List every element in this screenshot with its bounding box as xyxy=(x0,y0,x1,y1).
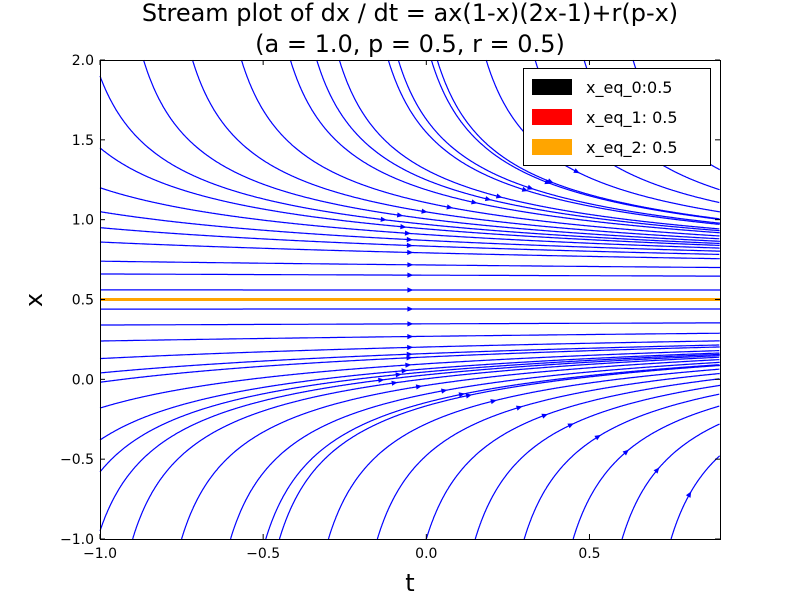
y-tick-label: 1.5 xyxy=(72,133,94,149)
streamline-arrow-0 xyxy=(380,216,387,222)
y-axis-ticks: −1.0 −0.5 0.0 0.5 1.0 1.5 2.0 xyxy=(60,53,720,548)
y-tick-label: 2.0 xyxy=(72,53,94,69)
y-tick-label: −0.5 xyxy=(60,452,94,468)
x-tick-label: 0.5 xyxy=(578,546,600,562)
streamline-arrow-27 xyxy=(406,351,413,357)
streamline-arrow-45 xyxy=(685,491,692,498)
legend: x_eq_0:0.5 x_eq_1: 0.5 x_eq_2: 0.5 xyxy=(523,68,711,166)
streamline-arrow-21 xyxy=(407,272,414,278)
streamline-45 xyxy=(670,455,721,540)
streamline-arrow-17 xyxy=(484,196,492,202)
streamline-43 xyxy=(572,405,720,540)
legend-swatch-x_eq_0 xyxy=(532,79,572,95)
streamline-arrow-6 xyxy=(521,186,529,192)
streamline-arrow-30 xyxy=(405,362,412,368)
streamline-39 xyxy=(376,372,720,540)
streamline-arrow-22 xyxy=(407,287,414,293)
y-tick-label: 0.0 xyxy=(72,372,94,388)
streamline-35 xyxy=(181,359,720,540)
streamline-arrow-39 xyxy=(516,405,523,411)
streamline-arrow-41 xyxy=(567,423,574,429)
streamline-arrow-20 xyxy=(407,262,414,268)
streamline-arrow-35 xyxy=(415,384,423,390)
x-axis-label: t xyxy=(405,569,414,597)
streamline-arrow-8 xyxy=(573,168,580,174)
streamline-arrow-44 xyxy=(653,467,660,474)
legend-label-x_eq_0: x_eq_0:0.5 xyxy=(586,78,672,98)
streamline-arrow-37 xyxy=(465,393,472,399)
streamline-44 xyxy=(621,423,720,540)
streamline-arrow-23 xyxy=(407,306,414,312)
streamline-41 xyxy=(474,384,721,540)
legend-label-x_eq_2: x_eq_2: 0.5 xyxy=(586,138,678,158)
legend-swatch-x_eq_1 xyxy=(532,109,572,125)
x-tick-label: −0.5 xyxy=(246,546,280,562)
streamline-arrow-38 xyxy=(490,399,497,405)
streamline-arrow-33 xyxy=(378,377,385,383)
x-tick-label: 0.0 xyxy=(415,546,437,562)
streamline-arrow-40 xyxy=(541,413,548,419)
streamline-arrow-4 xyxy=(471,199,478,205)
y-axis-label: x xyxy=(20,293,48,307)
streamline-arrow-2 xyxy=(421,208,428,214)
streamline-arrow-36 xyxy=(441,388,448,394)
streamline-arrow-32 xyxy=(395,372,402,378)
streamline-arrow-5 xyxy=(495,193,503,199)
streamline-arrow-26 xyxy=(407,344,414,351)
streamline-arrow-1 xyxy=(396,212,404,218)
x-axis-ticks: −1.0 −0.5 0.0 0.5 xyxy=(83,60,601,562)
x-tick-label: −1.0 xyxy=(83,546,117,562)
chart-title-line1: Stream plot of dx / dt = ax(1-x)(2x-1)+r… xyxy=(142,0,678,27)
streamline-arrow-15 xyxy=(406,242,413,248)
streamline-40 xyxy=(425,378,720,540)
streamline-arrow-16 xyxy=(407,249,414,255)
chart-title-line2: (a = 1.0, p = 0.5, r = 0.5) xyxy=(255,30,565,58)
streamline-arrow-43 xyxy=(622,449,629,456)
streamline-arrow-14 xyxy=(406,236,413,243)
streamline-arrow-24 xyxy=(407,321,414,327)
streamline-arrow-12 xyxy=(400,224,407,230)
streamline-arrow-31 xyxy=(401,368,408,374)
legend-label-x_eq_1: x_eq_1: 0.5 xyxy=(586,108,678,128)
streamline-arrow-29 xyxy=(458,392,465,398)
streamline-arrow-3 xyxy=(446,204,453,210)
streamline-arrow-25 xyxy=(407,334,414,340)
streamline-36 xyxy=(229,361,720,540)
streamline-33 xyxy=(99,355,720,532)
y-tick-label: 1.0 xyxy=(72,213,94,229)
streamline-arrow-28 xyxy=(406,355,413,361)
streamline-30 xyxy=(99,350,720,409)
streamline-arrow-42 xyxy=(594,434,601,441)
y-tick-label: 0.5 xyxy=(72,293,94,309)
streamlines-group xyxy=(99,59,721,540)
streamline-arrow-34 xyxy=(391,380,398,386)
y-tick-label: −1.0 xyxy=(60,532,94,548)
streamline-37 xyxy=(278,364,720,540)
streamline-arrow-13 xyxy=(404,230,411,236)
legend-swatch-x_eq_2 xyxy=(532,139,572,155)
streamline-arrow-18 xyxy=(527,184,534,190)
streamline-arrow-19 xyxy=(544,179,551,185)
